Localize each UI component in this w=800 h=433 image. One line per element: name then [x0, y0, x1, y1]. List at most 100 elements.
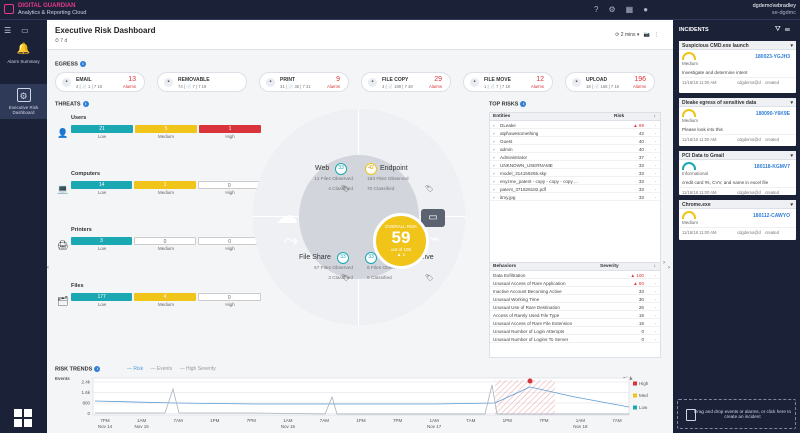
incident-card[interactable]: Dleake egress of sensitive data ▾ Medium 18…	[679, 98, 796, 146]
nav-item-alarm-summary[interactable]: 🔔 Alarm Summary	[0, 42, 47, 64]
incident-assignee[interactable]: cdgdemo@d	[737, 190, 761, 195]
egress-card-file-copy[interactable]: ▪ FILE COPY 4 | 📄 189 | 7 48 29 Alarms	[361, 72, 451, 92]
table-row[interactable]: Access of Rarely Used File Type 19 ·	[490, 311, 660, 319]
sort-desc-icon[interactable]: ↓	[653, 264, 656, 269]
tag-icon: ·	[654, 146, 656, 152]
incident-status[interactable]: created	[765, 137, 779, 142]
threat-medium-bar[interactable]: 0	[133, 237, 197, 245]
collapse-left-icon[interactable]: ‹	[47, 265, 49, 271]
user-menu[interactable]: dgdemo\wbradley se-dgdmc	[753, 3, 796, 17]
incident-status[interactable]: created	[765, 230, 779, 235]
table-row[interactable]: Unusual Number of Logins To Server 0 ·	[490, 335, 660, 343]
chevron-down-icon[interactable]: ▾	[790, 152, 793, 159]
table-row[interactable]: Unusual Access of Rare Application ▲ 80 ·	[490, 279, 660, 287]
sort-desc-icon[interactable]: ↓	[653, 114, 656, 119]
incident-status[interactable]: created	[765, 80, 779, 85]
table-row[interactable]: ▫ patent_371828182.pdf 33 ·	[490, 185, 660, 193]
legend-risk[interactable]: — Risk	[127, 366, 144, 372]
overall-risk[interactable]: OVERALL RISK 59 out of 100 ▲ 1	[373, 213, 429, 269]
incident-assignee[interactable]: cdgdemo@d	[737, 137, 761, 142]
severity-gauge-icon	[682, 52, 696, 60]
threats-label: THREATS i	[55, 101, 89, 107]
info-icon[interactable]: i	[79, 61, 86, 67]
expand-right-icon[interactable]: ›	[663, 260, 665, 266]
threat-low-bar[interactable]: 14	[71, 181, 133, 189]
table-row[interactable]: ▫ atpl\owesomething 42 ·	[490, 129, 660, 137]
monitor-icon[interactable]: ▭	[21, 26, 29, 35]
sliders-icon[interactable]: ☰	[4, 26, 12, 35]
threat-high-bar[interactable]: 0	[198, 237, 262, 245]
table-row[interactable]: Unusual Working Time 30 ·	[490, 295, 660, 303]
table-row[interactable]: ▫ admin 40 ·	[490, 145, 660, 153]
incident-assignee[interactable]: cdgdemo@d	[737, 80, 761, 85]
egress-card-email[interactable]: ▪ EMAIL 4 | 📄 1 | 7 18 13 Alarms	[55, 72, 145, 92]
incident-card[interactable]: Chrome.exe ▾ Medium 180112-CAWYO 11/16/18 11…	[679, 200, 796, 240]
chevron-down-icon[interactable]: ▾	[790, 42, 793, 49]
threat-high-bar[interactable]: 1	[199, 125, 261, 133]
egress-card-removable[interactable]: ▪ REMOVABLE 74 | 📄 7 | 7 18	[157, 72, 247, 92]
table-row[interactable]: ▫ itmy.jpg 33 ·	[490, 193, 660, 201]
legend-events[interactable]: — Events	[150, 366, 173, 372]
camera-icon[interactable]: 📷	[643, 32, 650, 38]
table-row[interactable]: Unusual Number of Login Attempts 0 ·	[490, 327, 660, 335]
incident-card[interactable]: PCI Data to Gmail ▾ Informational 180118-KG…	[679, 151, 796, 195]
egress-card-print[interactable]: ▪ PRINT 31 | 📄 36 | 7 31 9 Alarms	[259, 72, 349, 92]
threat-high-bar[interactable]: 0	[197, 293, 261, 301]
threat-medium-bar[interactable]: 1	[134, 181, 196, 189]
incident-assignee[interactable]: cdgdemo@d	[737, 230, 761, 235]
y-tick-label: 2.4k	[81, 380, 90, 385]
incident-id-link[interactable]: 180090-Y6K9E	[755, 111, 790, 117]
help-icon[interactable]: ?	[594, 5, 609, 14]
egress-card-upload[interactable]: ▪ UPLOAD 18 | 📄 168 | 7 18 196 Alarms	[565, 72, 655, 92]
threat-high-bar[interactable]: 0	[197, 181, 261, 189]
table-row[interactable]: Unusual Access of Rare File Extension 19 ·	[490, 319, 660, 327]
incident-status[interactable]: created	[765, 190, 779, 195]
overall-risk-value: 59	[391, 228, 411, 247]
table-row[interactable]: ▫ enyzme_patent - copy - copy - copy ... 3…	[490, 177, 660, 185]
threat-medium-bar[interactable]: 5	[135, 125, 197, 133]
incident-id-link[interactable]: 180112-CAWYO	[753, 213, 790, 219]
entities-col-header[interactable]: Entities	[493, 114, 511, 119]
egress-card-file-move[interactable]: ▪ FILE MOVE 1 | 📄 7 | 7 18 12 Alarms	[463, 72, 553, 92]
info-icon[interactable]: i	[94, 366, 101, 372]
create-incident-dropzone[interactable]: Drag and drop events or alarms, or click…	[677, 399, 796, 429]
incident-id-link[interactable]: 180023-YGJH3	[755, 54, 790, 60]
legend-high-severity[interactable]: — High Severity	[179, 366, 216, 372]
threat-medium-bar[interactable]: 4	[134, 293, 196, 301]
grid-menu-icon[interactable]: ▦	[625, 5, 644, 14]
info-icon[interactable]: i	[520, 101, 527, 107]
more-icon[interactable]: ⋮	[654, 32, 659, 38]
risk-col-header[interactable]: Risk	[614, 114, 625, 119]
info-icon[interactable]: i	[82, 101, 89, 107]
table-row[interactable]: ▫ Administrator 37 ·	[490, 153, 660, 161]
threat-low-bar[interactable]: 177	[71, 293, 133, 301]
filter-icon[interactable]: ⛛	[774, 26, 785, 33]
chevron-down-icon[interactable]: ▾	[790, 201, 793, 208]
incident-id-link[interactable]: 180118-KGMV7	[754, 164, 790, 170]
list-icon[interactable]: ☰	[784, 26, 794, 33]
table-row[interactable]: ▫ DLeake ▲ 99 ·	[490, 121, 660, 129]
time-range[interactable]: ⏱ 7 d	[55, 38, 68, 44]
table-row[interactable]: Data Exfiltration ▲ 100 ·	[490, 271, 660, 279]
risk-level-label: High	[639, 381, 649, 386]
gear-icon[interactable]: ⚙	[608, 5, 626, 14]
severity-col-header[interactable]: Severity	[600, 264, 619, 269]
chevron-down-icon[interactable]: ▾	[790, 99, 793, 106]
incident-card[interactable]: Suspicious CMD.exe launch ▾ Medium 180023-Y…	[679, 41, 796, 93]
threat-low-bar[interactable]: 21	[71, 125, 133, 133]
table-row[interactable]: ▫ Guest 40 ·	[490, 137, 660, 145]
table-row[interactable]: ▫ UNKNOWN_USERNAME 33 ·	[490, 161, 660, 169]
apps-grid-icon[interactable]	[14, 409, 32, 427]
nav-item-executive-risk-dashboard[interactable]: ⚙ Executive Risk Dashboard	[0, 84, 47, 119]
refresh-control[interactable]: ⟳ 2 mins ▾ 📷 ⋮	[615, 32, 659, 38]
table-row[interactable]: Inactive Account Becoming Active 33 ·	[490, 287, 660, 295]
high-label: High	[225, 190, 235, 195]
collapse-right-icon[interactable]: ›	[668, 265, 670, 271]
printer-icon: 🖨	[57, 240, 69, 250]
notification-icon[interactable]: ●	[643, 5, 659, 14]
behaviors-col-header[interactable]: Behaviors	[493, 264, 517, 269]
table-row[interactable]: Unusual Use of Rare Destination 26 ·	[490, 303, 660, 311]
table-row[interactable]: ▫ model_314159265.skp 33 ·	[490, 169, 660, 177]
threat-low-bar[interactable]: 3	[71, 237, 132, 245]
